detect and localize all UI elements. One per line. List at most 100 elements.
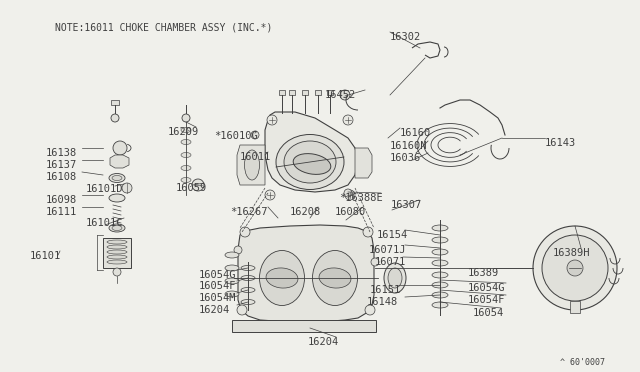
Ellipse shape: [107, 255, 127, 259]
Text: 16160: 16160: [400, 128, 431, 138]
Text: 16389: 16389: [468, 268, 499, 278]
Text: 16302: 16302: [390, 32, 421, 42]
Circle shape: [533, 226, 617, 310]
Bar: [103, 238, 131, 268]
Circle shape: [113, 268, 121, 276]
Ellipse shape: [432, 302, 448, 308]
Text: 16059: 16059: [176, 183, 207, 193]
Circle shape: [567, 260, 583, 276]
Ellipse shape: [181, 166, 191, 170]
Circle shape: [371, 258, 379, 266]
Ellipse shape: [244, 150, 259, 180]
Ellipse shape: [181, 177, 191, 183]
Circle shape: [340, 90, 350, 100]
Text: 16071J: 16071J: [369, 245, 406, 255]
Ellipse shape: [284, 141, 336, 183]
Ellipse shape: [432, 292, 448, 298]
Circle shape: [111, 114, 119, 122]
Ellipse shape: [109, 173, 125, 183]
Bar: [570, 301, 580, 313]
Ellipse shape: [181, 140, 191, 144]
Text: 16160N: 16160N: [390, 141, 428, 151]
Circle shape: [363, 227, 373, 237]
Text: 16154: 16154: [377, 230, 408, 240]
Text: 16101C: 16101C: [86, 218, 124, 228]
Bar: [315, 90, 321, 95]
Ellipse shape: [225, 265, 239, 271]
Ellipse shape: [276, 135, 344, 189]
Circle shape: [113, 141, 127, 155]
Circle shape: [251, 131, 259, 139]
Ellipse shape: [112, 225, 122, 231]
Text: 16054: 16054: [473, 308, 504, 318]
Ellipse shape: [181, 153, 191, 157]
Text: 16137: 16137: [46, 160, 77, 170]
Ellipse shape: [109, 194, 125, 202]
Text: 16151: 16151: [370, 285, 401, 295]
Text: 16204: 16204: [199, 305, 230, 315]
Ellipse shape: [225, 252, 239, 258]
Polygon shape: [110, 155, 129, 168]
Text: *16388E: *16388E: [339, 193, 383, 203]
Ellipse shape: [241, 266, 255, 270]
Bar: [289, 90, 295, 95]
Ellipse shape: [112, 176, 122, 180]
Text: 16054F: 16054F: [468, 295, 506, 305]
Ellipse shape: [107, 245, 127, 249]
Polygon shape: [237, 145, 265, 185]
Text: 16054F: 16054F: [199, 281, 237, 291]
Ellipse shape: [432, 272, 448, 278]
Ellipse shape: [312, 250, 358, 305]
Bar: [279, 90, 285, 95]
Text: 16307: 16307: [391, 200, 422, 210]
Ellipse shape: [432, 225, 448, 231]
Circle shape: [182, 114, 190, 122]
Bar: [302, 90, 308, 95]
Ellipse shape: [432, 260, 448, 266]
Ellipse shape: [432, 249, 448, 255]
Text: 16143: 16143: [545, 138, 576, 148]
Text: 16101: 16101: [30, 251, 61, 261]
Polygon shape: [265, 112, 358, 192]
Polygon shape: [238, 225, 374, 322]
Ellipse shape: [319, 268, 351, 288]
Circle shape: [267, 115, 277, 125]
Text: 16389H: 16389H: [553, 248, 591, 258]
Text: 16080: 16080: [335, 207, 366, 217]
Circle shape: [365, 305, 375, 315]
Text: 16108: 16108: [46, 172, 77, 182]
Ellipse shape: [388, 268, 402, 288]
Circle shape: [240, 227, 250, 237]
Text: 16011: 16011: [240, 152, 271, 162]
Text: 16209: 16209: [168, 127, 199, 137]
Text: 16054M: 16054M: [199, 293, 237, 303]
Ellipse shape: [293, 154, 331, 174]
Ellipse shape: [107, 260, 127, 264]
Circle shape: [234, 246, 242, 254]
Text: 16054G: 16054G: [199, 270, 237, 280]
Ellipse shape: [384, 263, 406, 293]
Circle shape: [237, 305, 247, 315]
Circle shape: [265, 190, 275, 200]
Text: NOTE:16011 CHOKE CHAMBER ASSY (INC.*): NOTE:16011 CHOKE CHAMBER ASSY (INC.*): [55, 22, 273, 32]
Text: 16036: 16036: [390, 153, 421, 163]
Ellipse shape: [109, 224, 125, 232]
Ellipse shape: [107, 250, 127, 254]
Text: *16267: *16267: [230, 207, 268, 217]
Bar: [327, 90, 333, 95]
Text: 16148: 16148: [367, 297, 398, 307]
Text: 16204: 16204: [308, 337, 339, 347]
Text: 16111: 16111: [46, 207, 77, 217]
Text: 16101D: 16101D: [86, 184, 124, 194]
Ellipse shape: [241, 299, 255, 305]
Text: 16098: 16098: [46, 195, 77, 205]
Bar: [111, 100, 119, 105]
Text: 16054G: 16054G: [468, 283, 506, 293]
Ellipse shape: [432, 237, 448, 243]
Ellipse shape: [107, 240, 127, 244]
Ellipse shape: [181, 128, 191, 132]
Ellipse shape: [432, 282, 448, 288]
Text: ^ 60'0007: ^ 60'0007: [560, 358, 605, 367]
Ellipse shape: [259, 250, 305, 305]
Text: 16208: 16208: [290, 207, 321, 217]
